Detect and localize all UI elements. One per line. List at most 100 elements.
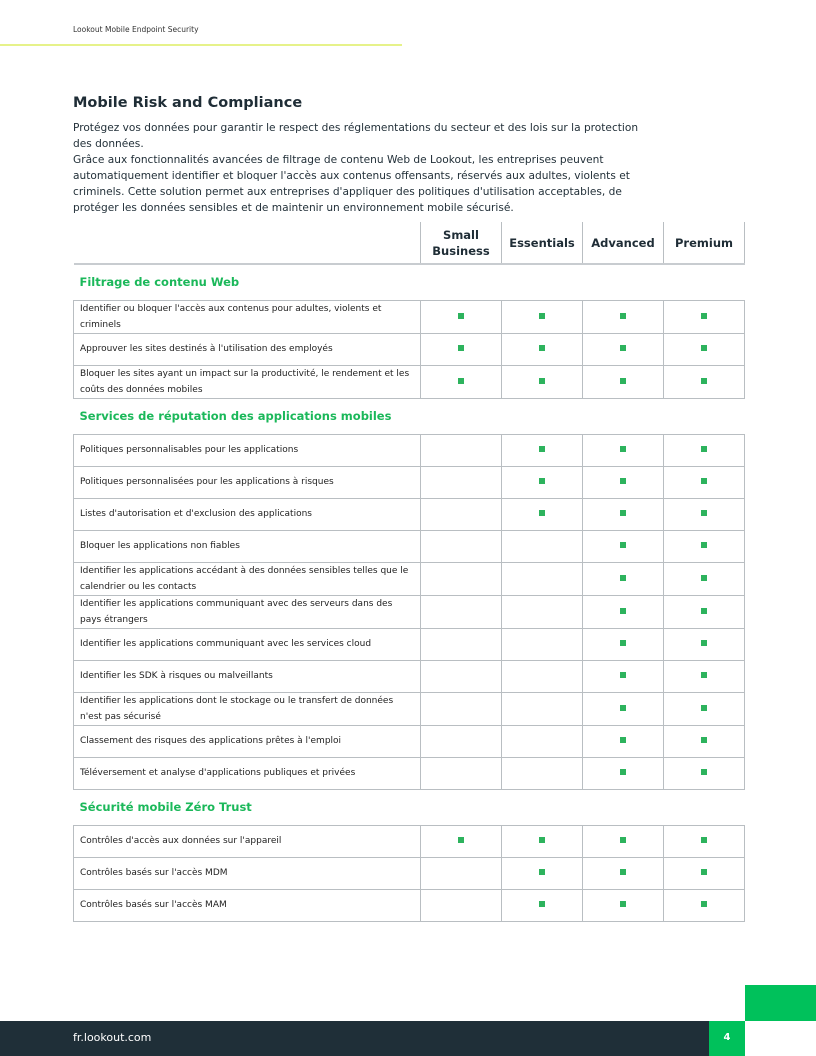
tier-cell (663, 299, 745, 334)
section-row: Sécurité mobile Zéro Trust (74, 789, 745, 825)
included-check-icon (458, 837, 464, 843)
intro-paragraph: Grâce aux fonctionnalités avancées de fi… (73, 154, 630, 214)
included-check-icon (701, 837, 707, 843)
tier-cell (663, 594, 745, 629)
feature-label: Identifier les applications dont le stoc… (73, 691, 421, 726)
included-check-icon (701, 446, 707, 452)
tier-cell (501, 659, 583, 693)
included-check-icon (701, 574, 707, 581)
feature-label: Contrôles d'accès aux données sur l'appa… (73, 824, 421, 858)
tier-cell (663, 433, 745, 467)
feature-label: Identifier les SDK à risques ou malveill… (73, 659, 421, 693)
included-check-icon (458, 377, 464, 384)
included-check-icon (701, 901, 707, 907)
feature-label: Contrôles basés sur l'accès MDM (73, 856, 421, 890)
included-check-icon (539, 377, 545, 384)
tier-cell (663, 856, 745, 890)
tier-cell (663, 561, 745, 596)
feature-label: Politiques personnalisables pour les app… (73, 433, 421, 467)
intro-paragraph: Protégez vos données pour garantir le re… (73, 122, 639, 150)
tier-cell (501, 332, 583, 366)
tier-cell (663, 465, 745, 499)
column-header: Small Business (420, 222, 502, 265)
tier-cell (420, 594, 502, 629)
tier-cell (582, 529, 664, 563)
tier-cell (501, 497, 583, 531)
footer-bar: fr.lookout.com (0, 1021, 709, 1056)
included-check-icon (620, 640, 626, 646)
included-check-icon (620, 704, 626, 711)
tier-cell (420, 627, 502, 661)
included-check-icon (620, 574, 626, 581)
tier-cell (501, 364, 583, 399)
tier-cell (420, 756, 502, 790)
tier-cell (420, 659, 502, 693)
tier-cell (420, 497, 502, 531)
tier-cell (582, 433, 664, 467)
decorative-green-block (745, 985, 816, 1021)
tier-cell (663, 756, 745, 790)
included-check-icon (620, 737, 626, 743)
feature-label: Contrôles basés sur l'accès MAM (73, 888, 421, 922)
tier-cell (501, 594, 583, 629)
tier-cell (663, 497, 745, 531)
tier-cell (582, 659, 664, 693)
tier-cell (501, 756, 583, 790)
included-check-icon (539, 345, 545, 351)
column-header: Premium (663, 222, 745, 265)
included-check-icon (701, 377, 707, 384)
included-check-icon (539, 869, 545, 875)
tier-cell (663, 824, 745, 858)
included-check-icon (620, 672, 626, 678)
tier-cell (663, 888, 745, 922)
included-check-icon (701, 478, 707, 484)
table-row: Contrôles d'accès aux données sur l'appa… (73, 824, 745, 858)
tier-cell (582, 594, 664, 629)
feature-label: Téléversement et analyse d'applications … (73, 756, 421, 790)
table-row: Classement des risques des applications … (73, 724, 745, 758)
included-check-icon (539, 446, 545, 452)
table-row: Identifier les applications communiquant… (73, 594, 745, 629)
tier-cell (582, 691, 664, 726)
tier-cell (582, 561, 664, 596)
section-row: Filtrage de contenu Web (74, 264, 745, 300)
tier-cell (663, 364, 745, 399)
footer-url[interactable]: fr.lookout.com (73, 1031, 152, 1044)
included-check-icon (701, 869, 707, 875)
table-row: Contrôles basés sur l'accès MDM (73, 856, 745, 890)
tier-cell (663, 529, 745, 563)
tier-cell (501, 299, 583, 334)
tier-cell (420, 332, 502, 366)
tier-cell (420, 529, 502, 563)
tier-cell (501, 856, 583, 890)
feature-label: Classement des risques des applications … (73, 724, 421, 758)
included-check-icon (620, 478, 626, 484)
tier-cell (501, 433, 583, 467)
included-check-icon (539, 510, 545, 516)
tier-cell (582, 299, 664, 334)
feature-label: Identifier les applications communiquant… (73, 594, 421, 629)
table-row: Identifier les applications dont le stoc… (73, 691, 745, 726)
included-check-icon (620, 312, 626, 319)
tier-cell (420, 888, 502, 922)
included-check-icon (701, 607, 707, 614)
column-header: Essentials (501, 222, 583, 265)
section-title: Filtrage de contenu Web (79, 275, 240, 290)
page-title: Mobile Risk and Compliance (73, 95, 303, 111)
included-check-icon (620, 607, 626, 614)
document-header: Lookout Mobile Endpoint Security (73, 25, 199, 34)
table-row: Politiques personnalisées pour les appli… (73, 465, 745, 499)
table-row: Politiques personnalisables pour les app… (73, 433, 745, 467)
table-row: Identifier les applications accédant à d… (73, 561, 745, 596)
included-check-icon (458, 312, 464, 319)
tier-cell (420, 465, 502, 499)
included-check-icon (701, 704, 707, 711)
included-check-icon (701, 510, 707, 516)
tier-cell (501, 529, 583, 563)
tier-cell (663, 691, 745, 726)
column-header: Advanced (582, 222, 664, 265)
tier-cell (420, 724, 502, 758)
tier-cell (501, 724, 583, 758)
tier-cell (420, 364, 502, 399)
tier-cell (663, 627, 745, 661)
